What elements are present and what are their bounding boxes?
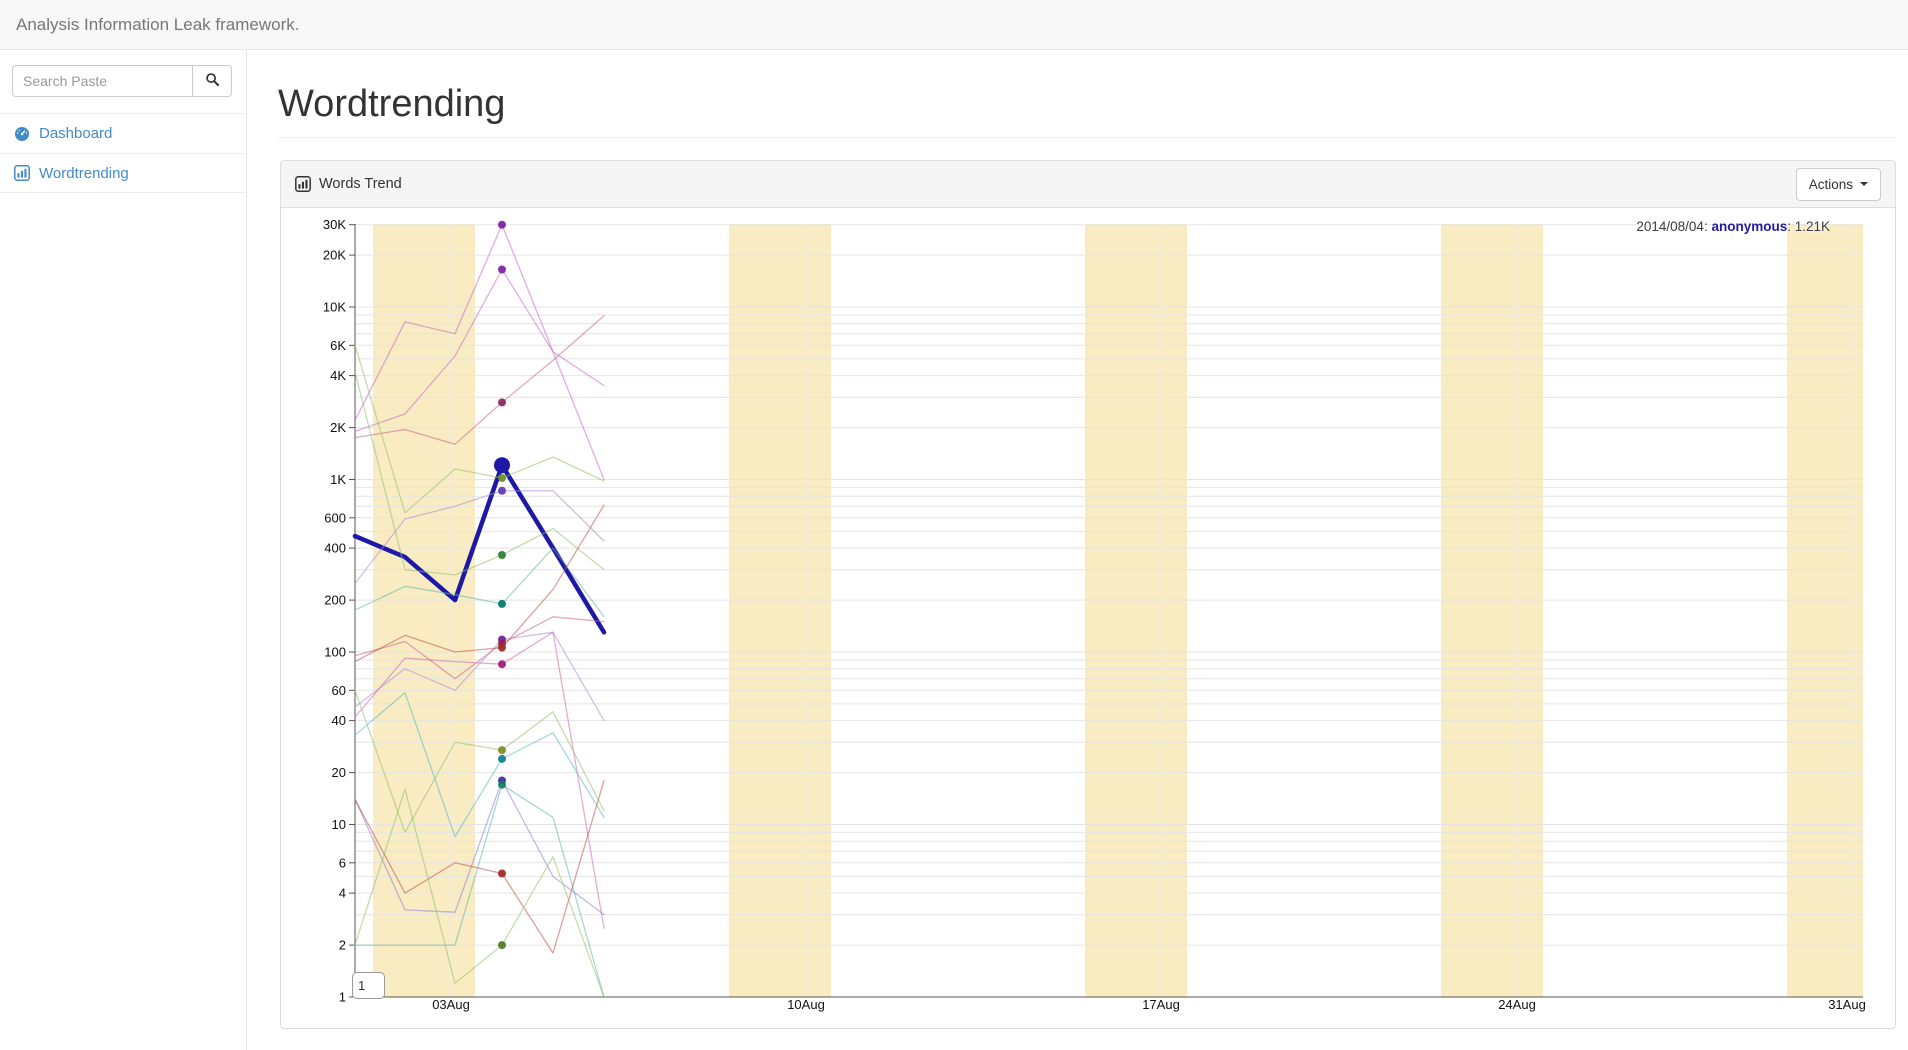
data-point[interactable] [498, 660, 506, 669]
main-content: Wordtrending Words Trend Actions 30K 20K 1… [247, 50, 1908, 1050]
data-point[interactable] [494, 457, 510, 474]
navbar-brand[interactable]: Analysis Information Leak framework. [16, 15, 300, 34]
actions-button-label: Actions [1808, 176, 1853, 192]
y-axis-label: 20K [323, 248, 346, 263]
y-axis-label: 1K [330, 472, 346, 487]
data-point[interactable] [498, 398, 506, 407]
y-axis-label: 2 [339, 938, 346, 953]
sidebar-item-wordtrending[interactable]: Wordtrending [0, 153, 246, 193]
y-axis-label: 100 [324, 645, 346, 660]
trend-line[interactable] [354, 784, 605, 998]
panel-header: Words Trend Actions [281, 161, 1895, 208]
bar-chart-icon [295, 176, 311, 192]
data-point[interactable] [498, 486, 506, 495]
chart-tooltip: 2014/08/04: anonymous: 1.21K [1636, 219, 1830, 234]
y-axis-label: 600 [324, 510, 346, 525]
trend-line[interactable] [354, 315, 605, 445]
range-box[interactable]: 1 [352, 972, 385, 999]
data-point[interactable] [498, 780, 506, 789]
page-title: Wordtrending [278, 83, 506, 125]
trend-line[interactable] [354, 631, 605, 722]
trend-line[interactable] [354, 616, 605, 680]
search-button[interactable] [192, 65, 232, 97]
y-axis-label: 200 [324, 593, 346, 608]
trend-line[interactable] [354, 689, 605, 834]
trend-line[interactable] [352, 462, 607, 635]
search-icon [205, 72, 220, 90]
weekend-band [1441, 224, 1543, 997]
bar-chart-icon [14, 165, 30, 181]
trend-line[interactable] [354, 547, 605, 618]
y-axis-label: 10 [332, 817, 346, 832]
data-point[interactable] [498, 643, 506, 652]
trend-line[interactable] [354, 779, 605, 916]
trend-line[interactable] [354, 692, 605, 838]
panel-title: Words Trend [319, 176, 402, 192]
weekend-band [1085, 224, 1187, 997]
x-axis-label: 31Aug [1828, 997, 1866, 1012]
trend-line[interactable] [354, 490, 605, 585]
trend-line[interactable] [354, 224, 605, 481]
x-axis-label: 17Aug [1142, 997, 1180, 1012]
data-point[interactable] [498, 746, 506, 755]
data-point[interactable] [498, 599, 506, 608]
navbar: Analysis Information Leak framework. [0, 0, 1908, 50]
y-axis-label: 1 [339, 990, 346, 1005]
search-group [12, 65, 232, 97]
data-point[interactable] [498, 474, 506, 482]
y-axis-label: 2K [330, 420, 346, 435]
x-axis-label: 24Aug [1498, 997, 1536, 1012]
trend-line[interactable] [354, 504, 605, 663]
words-trend-plot: 30K 20K 10K 6K 4K 2K 1K 600 400 200 100 60 40 20 10 6 4 2… [323, 217, 1866, 1012]
search-input[interactable] [12, 65, 192, 97]
data-point[interactable] [498, 265, 506, 274]
tooltip-date: 2014/08/04: [1636, 219, 1712, 234]
y-axis-label: 6 [339, 855, 346, 870]
y-axis-label: 10K [323, 300, 346, 315]
words-trend-panel: Words Trend Actions 30K 20K 10K 6K 4K 2K 1K 600… [280, 160, 1896, 1029]
weekend-band [729, 224, 831, 997]
caret-down-icon [1860, 182, 1868, 186]
sidebar-item-dashboard[interactable]: Dashboard [0, 113, 246, 153]
sidebar: Dashboard Wordtrending [0, 50, 247, 1050]
y-axis-label: 60 [332, 683, 346, 698]
y-axis-label: 4 [339, 886, 346, 901]
y-axis-label: 30K [323, 217, 346, 232]
page-header-divider [278, 137, 1896, 138]
x-axis-label: 10Aug [787, 997, 825, 1012]
trend-line[interactable] [354, 344, 605, 514]
tooltip-value: : 1.21K [1787, 219, 1830, 234]
y-axis-label: 40 [332, 713, 346, 728]
sidebar-menu: Dashboard Wordtrending [0, 113, 246, 193]
y-axis-label: 4K [330, 368, 346, 383]
tooltip-word: anonymous [1711, 219, 1788, 234]
sidebar-item-label: Wordtrending [39, 164, 129, 182]
data-point[interactable] [498, 551, 506, 559]
actions-button[interactable]: Actions [1795, 167, 1881, 201]
trend-line[interactable] [354, 779, 605, 954]
trend-line[interactable] [354, 268, 605, 433]
y-axis-label: 20 [332, 765, 346, 780]
data-point[interactable] [498, 869, 506, 878]
trend-line[interactable] [354, 371, 605, 576]
y-axis-label: 400 [324, 541, 346, 556]
dashboard-icon [14, 126, 30, 142]
trend-line[interactable] [354, 631, 605, 930]
data-point[interactable] [498, 754, 506, 763]
trend-line[interactable] [354, 788, 605, 998]
data-point[interactable] [498, 941, 506, 950]
sidebar-item-label: Dashboard [39, 125, 113, 142]
data-point[interactable] [498, 220, 506, 229]
weekend-band [1787, 224, 1863, 997]
x-axis-label: 03Aug [432, 997, 470, 1012]
chart-area: 30K 20K 10K 6K 4K 2K 1K 600 400 200 100 60 40 20 10 6 4 2… [281, 208, 1895, 1028]
y-axis-label: 6K [330, 338, 346, 353]
